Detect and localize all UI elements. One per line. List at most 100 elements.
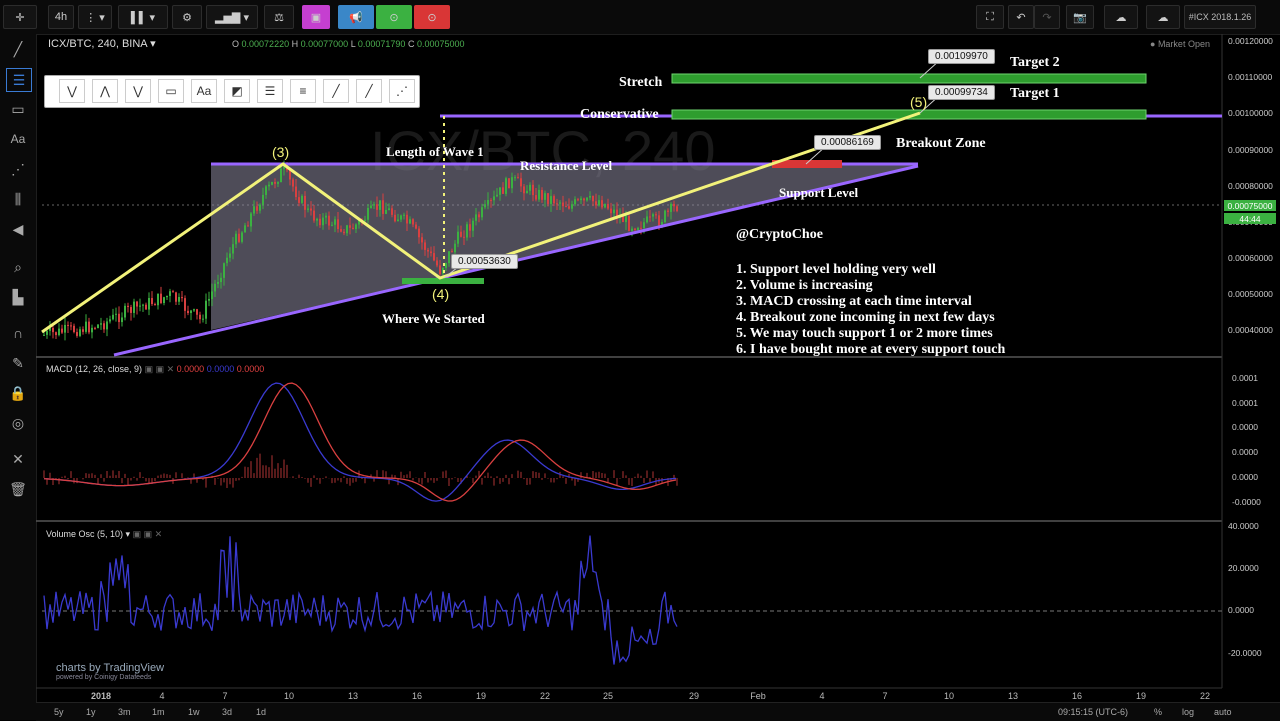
sell-icon[interactable]: ⊙ bbox=[414, 5, 450, 29]
fib-tool-icon[interactable]: ≡ bbox=[290, 79, 316, 103]
candle-body bbox=[124, 305, 126, 318]
pattern-icon[interactable]: ⋰ bbox=[11, 160, 25, 177]
candle-body bbox=[112, 314, 114, 320]
time-tick: 7 bbox=[222, 691, 228, 701]
candle-body bbox=[436, 260, 438, 266]
gear-icon[interactable]: ⚙ bbox=[172, 5, 202, 29]
candle-body bbox=[511, 177, 513, 189]
candle-body bbox=[439, 265, 441, 274]
symbol-title[interactable]: ICX/BTC, 240, BINA bbox=[48, 38, 148, 50]
interval-button[interactable]: 4h bbox=[48, 5, 74, 29]
breakout-price-box[interactable]: 0.00086169 bbox=[814, 135, 881, 150]
lock-icon[interactable]: 🔒 bbox=[9, 384, 27, 401]
candle-body bbox=[406, 214, 408, 224]
left-toolbar: ╱ ☰ ▭ Aa ⋰ ⫼ ◀ ⌕ ▙ ∩ ✎ 🔒 ◎ ✕ 🗑 bbox=[0, 34, 37, 720]
candle-body bbox=[628, 216, 630, 231]
candle-body bbox=[55, 332, 57, 336]
start-price-box[interactable]: 0.00053630 bbox=[451, 254, 518, 269]
symbol-badge: #ICX 2018.1.26 bbox=[1184, 5, 1256, 29]
candle-body bbox=[196, 309, 198, 315]
candle-body bbox=[181, 297, 183, 299]
redo-icon[interactable]: ↷ bbox=[1034, 5, 1060, 29]
fib-icon[interactable]: ⫼ bbox=[14, 190, 22, 207]
cube-icon[interactable]: ▣ bbox=[302, 5, 330, 29]
candle-body bbox=[142, 304, 144, 306]
range-3d[interactable]: 3d bbox=[222, 707, 233, 717]
text-icon[interactable]: Aa bbox=[10, 132, 26, 146]
parallel-lines-icon[interactable]: ☰ bbox=[257, 79, 283, 103]
range-1m[interactable]: 1m bbox=[152, 707, 165, 717]
zoom-icon[interactable]: ⌕ bbox=[14, 258, 22, 275]
range-1w[interactable]: 1w bbox=[188, 707, 200, 717]
horizontal-lines-icon[interactable]: ☰ bbox=[6, 68, 32, 92]
bottom-toolbar: 5y 1y 3m 1m 1w 3d 1d 09:15:15 (UTC-6) % log au… bbox=[36, 702, 1280, 721]
candle-body bbox=[262, 194, 264, 205]
candle-body bbox=[571, 204, 573, 209]
measure-icon[interactable]: ▙ bbox=[12, 288, 24, 305]
wave1-length-label: Length of Wave 1 bbox=[386, 144, 484, 159]
ray-tool-icon[interactable]: ╱ bbox=[356, 79, 382, 103]
range-3m[interactable]: 3m bbox=[118, 707, 131, 717]
magnet-icon[interactable]: ∩ bbox=[12, 325, 24, 341]
target1-price-box[interactable]: 0.00099734 bbox=[928, 85, 995, 100]
range-1d[interactable]: 1d bbox=[256, 707, 267, 717]
rectangle-icon[interactable]: ▭ bbox=[11, 100, 25, 117]
candle-body bbox=[115, 313, 117, 315]
interval-dropdown-icon[interactable]: ⋮ ▾ bbox=[78, 5, 112, 29]
candle-body bbox=[187, 310, 189, 314]
pencil-icon[interactable]: ✎ bbox=[12, 354, 24, 371]
target2-price-box[interactable]: 0.00109970 bbox=[928, 49, 995, 64]
wave-tool-icon[interactable]: ⋰ bbox=[389, 79, 415, 103]
candle-body bbox=[457, 231, 459, 244]
text-tool-icon[interactable]: Aa bbox=[191, 79, 217, 103]
symbol-legend[interactable]: ICX/BTC, 240, BINA ▾ bbox=[48, 38, 156, 50]
volosc-label[interactable]: Volume Osc (5, 10) ▾ ▣ ▣ ✕ bbox=[46, 529, 163, 539]
percent-toggle[interactable]: % bbox=[1154, 707, 1163, 717]
megaphone-icon[interactable]: 📢 bbox=[338, 5, 374, 29]
remove-tools-icon[interactable]: ✕ bbox=[12, 450, 24, 467]
eye-icon[interactable]: ◎ bbox=[11, 414, 25, 431]
xabcd-pattern-icon[interactable]: ⋁ bbox=[59, 79, 85, 103]
log-toggle[interactable]: log bbox=[1182, 707, 1195, 717]
branding-sub: powered by Coinigy Datafeeds bbox=[56, 674, 152, 681]
candle-body bbox=[208, 298, 210, 301]
indicators-icon[interactable]: ▂▅▇ ▾ bbox=[206, 5, 258, 29]
candle-body bbox=[541, 189, 543, 200]
time-tick: 19 bbox=[475, 691, 487, 701]
crosshair-icon[interactable]: ✛ bbox=[3, 5, 37, 29]
candle-body bbox=[247, 225, 249, 227]
candle-body bbox=[454, 243, 456, 253]
tradingview-branding[interactable]: charts by TradingView powered by Coinigy … bbox=[56, 662, 164, 681]
line-tool-icon[interactable]: ╱ bbox=[323, 79, 349, 103]
trend-line-icon[interactable]: ╱ bbox=[13, 40, 23, 57]
range-5y[interactable]: 5y bbox=[54, 707, 64, 717]
range-1y[interactable]: 1y bbox=[86, 707, 96, 717]
compare-icon[interactable]: ⚖ bbox=[264, 5, 294, 29]
candle-body bbox=[421, 237, 423, 243]
candle-body bbox=[88, 321, 90, 333]
cloud-load-icon[interactable]: ☁ bbox=[1104, 5, 1138, 29]
macd-label[interactable]: MACD (12, 26, close, 9) ▣ ▣ ✕ 0.0000 0.0… bbox=[46, 364, 265, 374]
buy-icon[interactable]: ⊙ bbox=[376, 5, 412, 29]
candle-style-icon[interactable]: ▌▌ ▾ bbox=[118, 5, 168, 29]
branding-main: charts by TradingView bbox=[56, 662, 165, 674]
candle-body bbox=[265, 186, 267, 195]
abcd-pattern-icon[interactable]: ⋀ bbox=[92, 79, 118, 103]
cloud-save-icon[interactable]: ☁ bbox=[1146, 5, 1180, 29]
arrow-icon[interactable]: ◀ bbox=[12, 220, 24, 237]
candle-body bbox=[598, 200, 600, 206]
callout-icon[interactable]: ◩ bbox=[224, 79, 250, 103]
candle-body bbox=[433, 253, 435, 261]
support-label: Support Level bbox=[779, 185, 859, 200]
fullscreen-icon[interactable]: ⛶ bbox=[976, 5, 1004, 29]
elliott-wave-icon[interactable]: ⋁ bbox=[125, 79, 151, 103]
rectangle-tool-icon[interactable]: ▭ bbox=[158, 79, 184, 103]
open-label: O bbox=[232, 39, 240, 49]
time-tick: 7 bbox=[882, 691, 888, 701]
camera-icon[interactable]: 📷 bbox=[1066, 5, 1094, 29]
candle-body bbox=[352, 227, 354, 230]
trash-icon[interactable]: 🗑 bbox=[9, 480, 27, 497]
auto-toggle[interactable]: auto bbox=[1214, 707, 1232, 717]
undo-icon[interactable]: ↶ bbox=[1008, 5, 1034, 29]
